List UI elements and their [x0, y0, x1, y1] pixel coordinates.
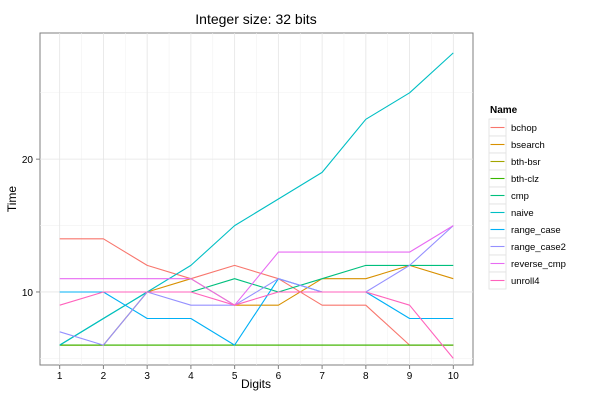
x-tick-label: 8: [363, 371, 369, 382]
x-axis-label: Digits: [241, 377, 271, 391]
x-tick-label: 10: [448, 371, 460, 382]
x-tick-label: 6: [276, 371, 282, 382]
series-line-bchop: [59, 238, 454, 346]
grid-lines: [40, 33, 473, 365]
legend-label-unroll4: unroll4: [511, 276, 540, 287]
legend-label-bth-bsr: bth-bsr: [511, 157, 541, 168]
legend-label-range_case: range_case: [511, 225, 561, 236]
series-line-range_case2: [59, 225, 454, 346]
series-line-range_case: [59, 278, 454, 346]
x-tick-label: 9: [407, 371, 413, 382]
x-tick-label: 2: [101, 371, 107, 382]
x-tick-label: 3: [144, 371, 150, 382]
legend-label-reverse_cmp: reverse_cmp: [511, 259, 566, 270]
axes: 10 20 1 2 3 4 5 6 7 8 9 10: [22, 155, 459, 382]
legend-label-bth-clz: bth-clz: [511, 174, 539, 185]
series-line-unroll4: [59, 291, 454, 359]
series-lines: [59, 52, 454, 359]
x-tick-label: 7: [319, 371, 325, 382]
y-tick-label: 10: [22, 288, 34, 299]
legend-label-bsearch: bsearch: [511, 140, 545, 151]
legend-label-naive: naive: [511, 208, 534, 219]
legend-label-bchop: bchop: [511, 123, 537, 134]
legend-title: Name: [490, 105, 518, 116]
y-axis-label: Time: [5, 186, 19, 213]
legend-label-cmp: cmp: [511, 191, 529, 202]
y-tick-label: 20: [22, 155, 34, 166]
series-line-reverse_cmp: [59, 225, 454, 306]
x-tick-label: 1: [57, 371, 63, 382]
legend: Name bchop bsearch bth-bsr bth-clz cmp naive r…: [488, 105, 566, 290]
x-tick-label: 5: [232, 371, 238, 382]
legend-label-range_case2: range_case2: [511, 242, 566, 253]
chart-title: Integer size: 32 bits: [195, 11, 316, 27]
x-tick-label: 4: [188, 371, 194, 382]
